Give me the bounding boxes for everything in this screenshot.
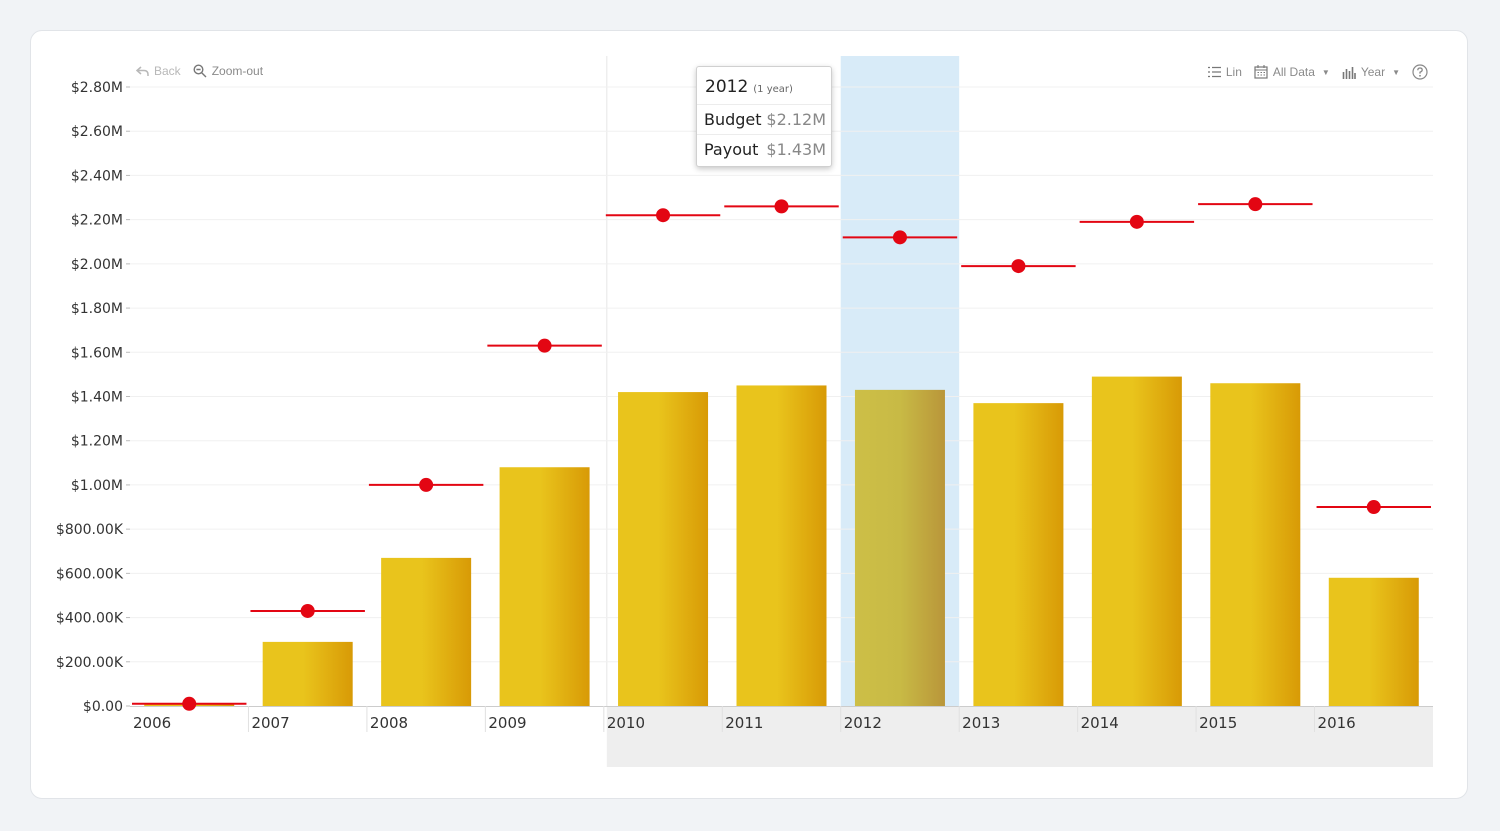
back-arrow-icon <box>136 65 149 76</box>
x-tick-label: 2010 <box>607 714 645 732</box>
list-icon <box>1207 66 1221 78</box>
scale-toggle[interactable]: Lin <box>1207 65 1242 79</box>
zoom-out-button[interactable]: Zoom-out <box>193 64 263 78</box>
y-tick-label: $1.60M <box>71 345 123 361</box>
budget-marker[interactable] <box>537 338 552 353</box>
toolbar-left: Back Zoom-out <box>136 64 263 78</box>
tooltip-label: Budget <box>704 110 762 129</box>
toolbar-right: Lin All Data ▼ Year ▼ <box>1207 64 1428 80</box>
bar-chart-icon <box>1342 66 1356 79</box>
tooltip-row-budget: Budget $2.12M <box>697 104 831 134</box>
bar-payout[interactable] <box>499 467 590 706</box>
y-tick-label: $400.00K <box>56 611 124 627</box>
x-tick-label: 2012 <box>844 714 882 732</box>
budget-marker[interactable] <box>656 208 671 223</box>
x-tick-label: 2008 <box>370 714 408 732</box>
back-button[interactable]: Back <box>136 64 181 78</box>
x-tick-label: 2009 <box>488 714 526 732</box>
budget-marker[interactable] <box>1248 197 1263 212</box>
y-tick-label: $1.00M <box>71 478 123 494</box>
back-label: Back <box>154 64 181 78</box>
budget-marker[interactable] <box>1011 259 1026 274</box>
bar-payout[interactable] <box>1328 577 1419 706</box>
budget-marker[interactable] <box>892 230 907 245</box>
y-tick-label: $1.80M <box>71 301 123 317</box>
budget-marker[interactable] <box>1129 214 1144 229</box>
bar-payout[interactable] <box>381 557 472 706</box>
scale-label: Lin <box>1225 65 1242 79</box>
y-tick-label: $200.00K <box>56 655 124 671</box>
data-tooltip: 2012 (1 year) Budget $2.12M Payout $1.43… <box>696 66 832 167</box>
y-tick-label: $1.40M <box>71 390 123 406</box>
calendar-icon <box>1254 65 1268 79</box>
bar-payout[interactable] <box>262 641 353 706</box>
y-tick-label: $2.60M <box>71 124 123 140</box>
help-button[interactable] <box>1412 64 1428 80</box>
y-tick-label: $0.00 <box>83 699 123 715</box>
bar-payout[interactable] <box>973 403 1064 706</box>
x-tick-label: 2006 <box>133 714 171 732</box>
x-tick-label: 2007 <box>251 714 289 732</box>
bar-payout[interactable] <box>618 392 709 706</box>
bar-payout[interactable] <box>854 389 945 706</box>
y-tick-label: $2.40M <box>71 168 123 184</box>
period-dropdown[interactable]: Year ▼ <box>1342 65 1400 79</box>
range-label: All Data <box>1272 65 1315 79</box>
budget-marker[interactable] <box>1366 500 1381 515</box>
help-icon <box>1412 64 1428 80</box>
budget-marker[interactable] <box>774 199 789 214</box>
tooltip-label: Payout <box>704 140 759 159</box>
tooltip-value: $1.43M <box>766 140 826 159</box>
y-tick-label: $600.00K <box>56 566 124 582</box>
tooltip-year: 2012 <box>705 77 749 97</box>
budget-marker[interactable] <box>419 477 434 492</box>
zoom-out-icon <box>193 64 207 78</box>
chevron-down-icon: ▼ <box>1321 67 1330 77</box>
y-tick-label: $2.80M <box>71 80 123 96</box>
y-tick-label: $2.20M <box>71 213 123 229</box>
x-tick-label: 2013 <box>962 714 1000 732</box>
tooltip-span: (1 year) <box>753 84 793 95</box>
bar-payout[interactable] <box>1091 376 1182 706</box>
x-tick-label: 2011 <box>725 714 763 732</box>
budget-marker[interactable] <box>300 603 315 618</box>
x-tick-label: 2014 <box>1081 714 1119 732</box>
tooltip-row-payout: Payout $1.43M <box>697 134 831 164</box>
x-tick-label: 2015 <box>1199 714 1237 732</box>
zoom-range-strip[interactable] <box>606 707 1433 767</box>
tooltip-header: 2012 (1 year) <box>697 67 831 104</box>
tooltip-value: $2.12M <box>766 110 826 129</box>
chevron-down-icon: ▼ <box>1392 67 1400 77</box>
range-dropdown[interactable]: All Data ▼ <box>1254 65 1330 79</box>
y-tick-label: $800.00K <box>56 522 124 538</box>
period-label: Year <box>1360 65 1386 79</box>
bar-payout[interactable] <box>1210 383 1301 706</box>
bar-payout[interactable] <box>736 385 827 706</box>
zoom-out-label: Zoom-out <box>211 64 264 78</box>
y-tick-label: $2.00M <box>71 257 123 273</box>
x-tick-label: 2016 <box>1318 714 1356 732</box>
y-tick-label: $1.20M <box>71 434 123 450</box>
budget-marker[interactable] <box>182 696 197 711</box>
